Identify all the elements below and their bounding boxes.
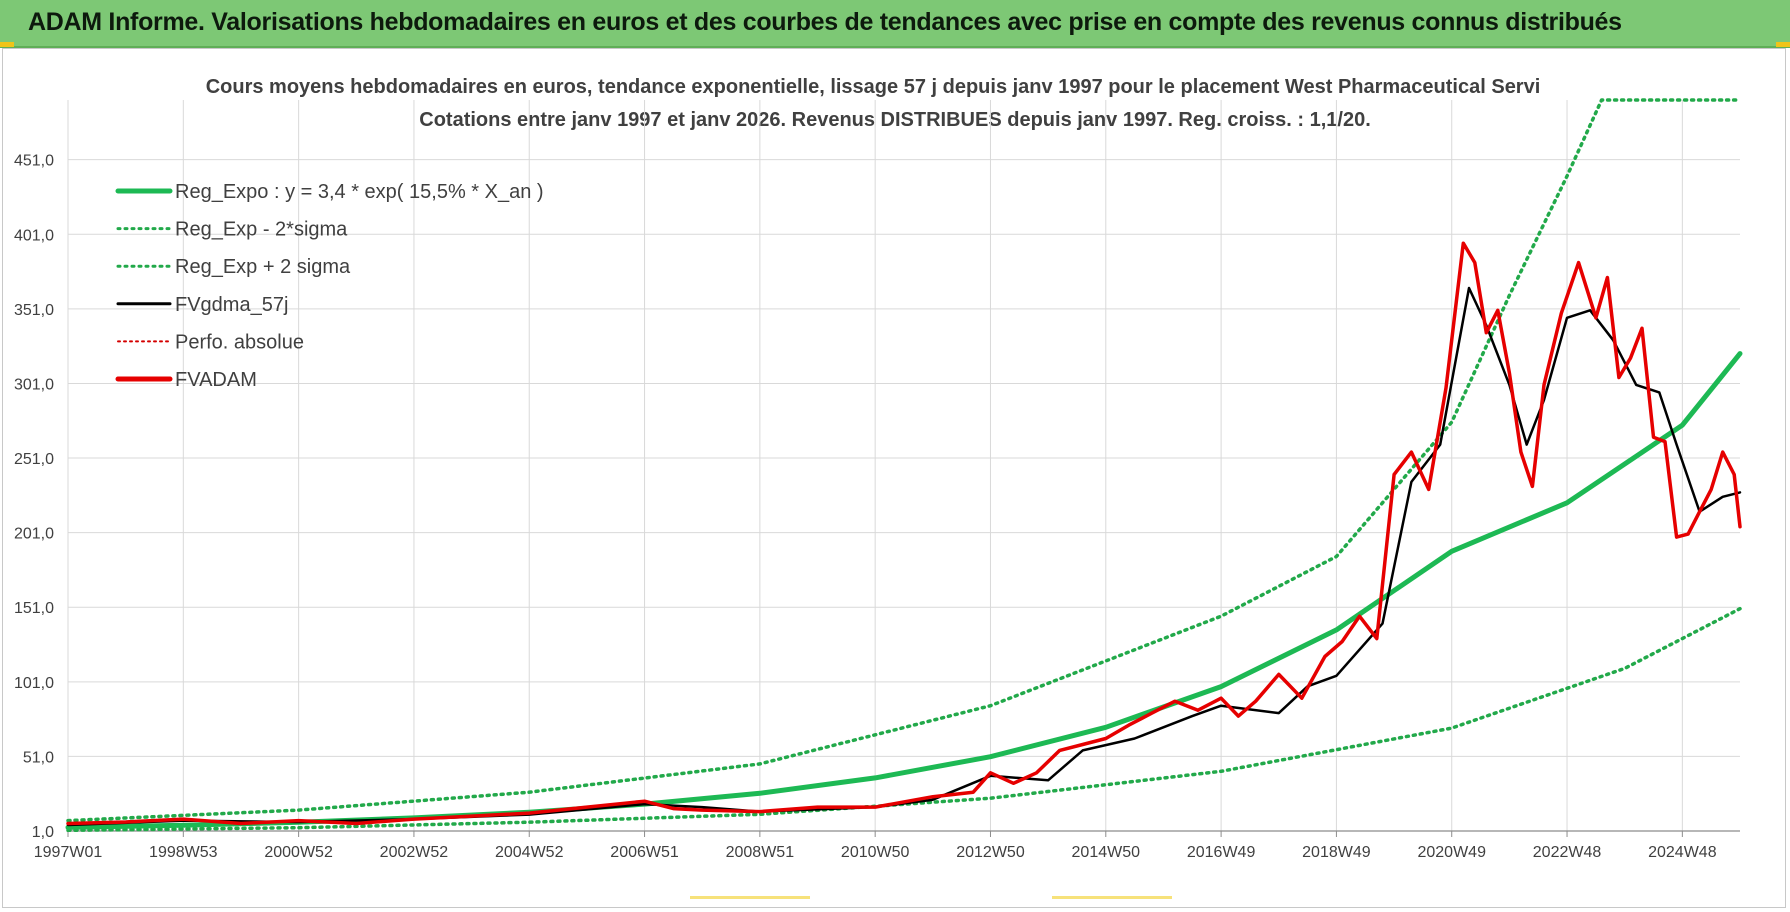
- x-tick-label: 1998W53: [149, 844, 218, 861]
- y-tick-label: 401,0: [14, 227, 54, 244]
- series-layer: [65, 98, 1743, 833]
- axes: 1,0 51,0 101,0 151,0 201,0 251,0 301,0 351,0 401…: [14, 153, 1740, 861]
- chart-frame: [2, 48, 1786, 908]
- report-banner: ADAM Informe. Valorisations hebdomadaire…: [0, 0, 1790, 48]
- x-tick-label: 2006W51: [610, 844, 679, 861]
- y-tick-label: 151,0: [14, 600, 54, 617]
- y-tick-label: 201,0: [14, 526, 54, 543]
- grid-lines: [67, 100, 1740, 832]
- x-tick-label: 2018W49: [1302, 844, 1371, 861]
- y-tick-label: 301,0: [14, 376, 54, 393]
- series-fvadam: [66, 241, 1742, 826]
- legend-label: Reg_Exp - 2*sigma: [175, 219, 348, 241]
- y-tick-label: 1,0: [32, 824, 54, 841]
- series-reg-exp-plus-2sigma: [66, 98, 1742, 823]
- series-reg-exp-minus-2sigma: [66, 606, 1742, 833]
- report-title: ADAM Informe. Valorisations hebdomadaire…: [28, 8, 1622, 36]
- x-tick-label: 2004W52: [495, 844, 564, 861]
- y-tick-label: 251,0: [14, 451, 54, 468]
- banner-corner-left: [0, 42, 14, 47]
- x-tick-label: 2000W52: [264, 844, 333, 861]
- banner-corner-right: [1776, 42, 1790, 47]
- legend-label: FVADAM: [175, 369, 257, 391]
- x-tick-label: 1997W01: [34, 844, 103, 861]
- x-tick-label: 2016W49: [1187, 844, 1256, 861]
- x-tick-label: 2024W48: [1648, 844, 1717, 861]
- legend-label: FVgdma_57j: [175, 294, 288, 316]
- legend-label: Reg_Exp + 2 sigma: [175, 256, 351, 278]
- footer-mark-1: [690, 896, 810, 899]
- x-tick-label: 2012W50: [956, 844, 1025, 861]
- chart-title-line-2: Cotations entre janv 1997 et janv 2026. …: [419, 109, 1371, 131]
- legend: Reg_Expo : y = 3,4 * exp( 15,5% * X_an )…: [115, 181, 544, 391]
- legend-label: Perfo. absolue: [175, 331, 304, 353]
- chart-title-line-1: Cours moyens hebdomadaires en euros, ten…: [206, 76, 1541, 98]
- series-fvgdma-57j: [66, 286, 1742, 827]
- footer-mark-2: [1052, 896, 1172, 899]
- x-tick-label: 2020W49: [1417, 844, 1486, 861]
- y-tick-label: 101,0: [14, 675, 54, 692]
- x-tick-label: 2002W52: [380, 844, 449, 861]
- y-tick-label: 451,0: [14, 153, 54, 170]
- y-tick-label: 51,0: [23, 749, 54, 766]
- y-tick-label: 351,0: [14, 302, 54, 319]
- x-tick-label: 2008W51: [726, 844, 795, 861]
- x-tick-label: 2010W50: [841, 844, 910, 861]
- x-tick-label: 2022W48: [1533, 844, 1602, 861]
- x-tick-label: 2014W50: [1072, 844, 1141, 861]
- legend-label: Reg_Expo : y = 3,4 * exp( 15,5% * X_an ): [175, 181, 544, 203]
